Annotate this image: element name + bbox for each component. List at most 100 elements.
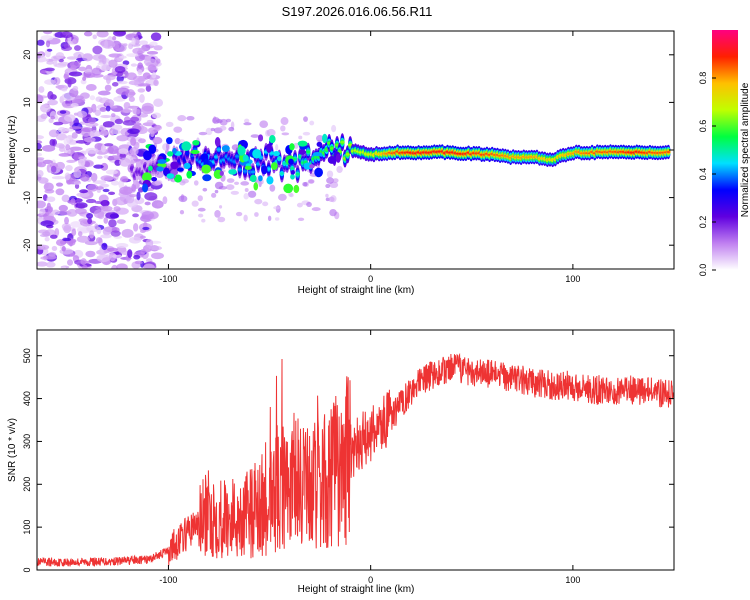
y-tick-label: 10 <box>22 97 32 107</box>
noise-patch <box>156 125 161 132</box>
signal-patch <box>242 154 249 162</box>
y-tick-label: 400 <box>22 391 32 406</box>
snr-background <box>37 330 674 570</box>
noise-patch <box>37 95 44 104</box>
noise-patch <box>63 137 70 146</box>
noise-patch <box>84 161 91 168</box>
noise-patch <box>116 134 129 142</box>
noise-patch <box>120 127 131 136</box>
noise-patch <box>273 206 280 210</box>
noise-patch <box>42 231 51 237</box>
noise-patch <box>39 208 46 215</box>
noise-patch <box>131 37 136 46</box>
noise-patch <box>74 207 87 215</box>
noise-patch <box>89 95 96 101</box>
noise-patch <box>244 118 250 124</box>
noise-patch <box>47 99 58 106</box>
noise-patch <box>83 137 96 143</box>
noise-patch <box>103 155 109 159</box>
noise-patch <box>38 86 45 93</box>
noise-patch <box>311 207 321 212</box>
noise-patch <box>80 258 87 266</box>
noise-patch <box>109 155 121 161</box>
y-tick-label: 500 <box>22 348 32 363</box>
noise-patch <box>110 180 120 186</box>
noise-patch <box>105 169 118 175</box>
signal-patch <box>166 173 175 179</box>
noise-patch <box>259 120 269 128</box>
signal-patch <box>237 168 243 171</box>
snr-ylabel: SNR (10 * v/v) <box>7 418 18 482</box>
noise-patch <box>85 147 99 154</box>
colorbar-tick-label: 0.8 <box>698 72 708 85</box>
noise-patch <box>40 35 54 41</box>
noise-patch <box>79 189 88 194</box>
noise-patch <box>228 126 235 132</box>
noise-patch <box>37 57 49 63</box>
noise-patch <box>128 236 142 244</box>
noise-patch <box>59 110 67 114</box>
signal-patch <box>213 155 219 159</box>
noise-patch <box>151 112 162 119</box>
signal-patch <box>201 164 211 174</box>
noise-patch <box>123 101 131 110</box>
noise-patch <box>74 45 82 51</box>
signal-patch <box>252 148 262 159</box>
noise-patch <box>41 104 49 108</box>
noise-patch <box>49 234 58 239</box>
y-tick-label: -20 <box>22 239 32 252</box>
noise-patch <box>65 144 71 151</box>
signal-patch <box>250 170 256 174</box>
noise-patch <box>73 181 82 185</box>
noise-patch <box>266 128 276 137</box>
noise-patch <box>60 31 73 39</box>
colorbar-scale <box>712 30 738 270</box>
signal-patch <box>266 167 271 171</box>
signal-patch <box>345 153 350 156</box>
noise-patch <box>211 192 217 198</box>
noise-patch <box>129 147 139 156</box>
signal-patch <box>316 141 323 147</box>
noise-patch <box>69 252 75 257</box>
noise-patch <box>37 39 45 46</box>
noise-patch <box>92 54 106 61</box>
x-tick-label: -100 <box>159 575 177 585</box>
noise-patch <box>151 71 157 79</box>
noise-patch <box>66 259 74 266</box>
noise-patch <box>67 139 79 145</box>
noise-patch <box>76 192 90 198</box>
noise-patch <box>332 178 339 183</box>
noise-patch <box>162 196 168 205</box>
noise-patch <box>94 109 101 117</box>
noise-patch <box>166 142 170 151</box>
noise-patch <box>137 83 151 87</box>
noise-patch <box>277 193 287 201</box>
noise-patch <box>154 179 163 186</box>
noise-patch <box>85 250 96 258</box>
colorbar-label: Normalized spectral amplitude <box>740 82 750 217</box>
noise-patch <box>240 181 250 186</box>
noise-patch <box>93 209 105 219</box>
noise-patch <box>126 72 137 81</box>
noise-patch <box>43 31 53 35</box>
noise-patch <box>120 109 133 113</box>
noise-patch <box>174 137 181 145</box>
noise-patch <box>58 153 71 157</box>
signal-patch <box>181 141 192 152</box>
noise-patch <box>114 196 129 206</box>
noise-patch <box>37 212 48 218</box>
noise-patch <box>101 242 108 251</box>
noise-patch <box>93 164 104 169</box>
x-tick-label: 100 <box>565 575 580 585</box>
noise-patch <box>119 157 131 167</box>
noise-patch <box>280 117 289 125</box>
noise-patch <box>62 237 72 242</box>
noise-patch <box>101 40 116 49</box>
noise-patch <box>121 228 134 238</box>
noise-patch <box>201 218 206 223</box>
noise-patch <box>95 237 103 244</box>
noise-patch <box>139 235 146 239</box>
signal-patch <box>297 140 308 147</box>
noise-patch <box>100 175 113 181</box>
noise-patch <box>326 170 334 178</box>
